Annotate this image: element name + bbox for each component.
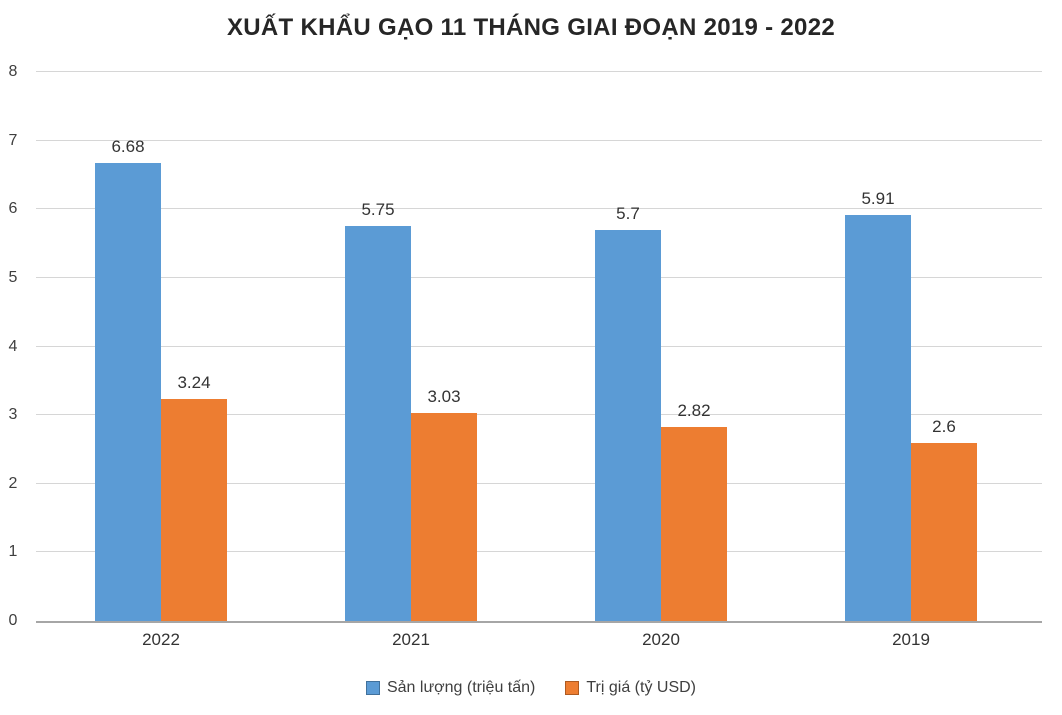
legend: Sản lượng (triệu tấn) Trị giá (tỷ USD) xyxy=(0,672,1062,704)
value-label: 2.82 xyxy=(677,401,711,421)
x-category-label-2021: 2021 xyxy=(392,630,430,649)
plot-area: 6.68 3.24 5.75 3.03 5.7 2.82 5.91 2.6 xyxy=(36,71,1042,623)
y-tick-label: 0 xyxy=(8,612,18,629)
gridline xyxy=(36,139,1042,141)
bar-production-2022 xyxy=(95,162,161,621)
y-axis: 0 1 2 3 4 5 6 7 8 xyxy=(0,63,30,629)
gridline xyxy=(36,345,1042,347)
y-tick-label: 6 xyxy=(8,200,18,218)
value-label: 2.6 xyxy=(932,416,956,436)
bar-value-2019 xyxy=(911,442,977,621)
value-label: 5.91 xyxy=(861,189,895,209)
y-tick-label: 4 xyxy=(8,337,18,355)
y-tick-label: 7 xyxy=(8,131,18,149)
gridline xyxy=(36,551,1042,553)
legend-swatch-icon xyxy=(365,681,380,695)
value-label: 3.03 xyxy=(427,387,461,407)
gridline xyxy=(36,71,1042,72)
gridline xyxy=(36,414,1042,416)
bar-value-2022 xyxy=(161,398,227,621)
legend-swatch-icon xyxy=(565,681,580,695)
gridline xyxy=(36,482,1042,484)
bar-production-2019 xyxy=(845,215,911,621)
bar-production-2021 xyxy=(345,226,411,621)
x-axis: 2022 2021 2020 2019 xyxy=(36,630,1042,656)
value-label: 5.75 xyxy=(361,200,395,220)
chart-title: XUẤT KHẨU GẠO 11 THÁNG GIAI ĐOẠN 2019 - … xyxy=(226,14,835,41)
bar-value-2021 xyxy=(411,413,477,621)
gridline xyxy=(36,276,1042,278)
value-label: 6.68 xyxy=(111,136,145,156)
x-category-label-2019: 2019 xyxy=(892,630,930,649)
bar-value-2020 xyxy=(661,427,727,621)
y-tick-label: 3 xyxy=(8,406,18,424)
value-label: 3.24 xyxy=(177,372,211,392)
y-tick-label: 5 xyxy=(8,268,18,286)
legend-item-value: Trị giá (tỷ USD) xyxy=(565,679,696,697)
legend-label: Trị giá (tỷ USD) xyxy=(586,679,697,696)
y-tick-label: 8 xyxy=(8,63,18,80)
value-label: 5.7 xyxy=(616,203,640,223)
bar-production-2020 xyxy=(595,229,661,621)
y-tick-label: 1 xyxy=(8,543,18,561)
gridline xyxy=(36,208,1042,210)
legend-item-production: Sản lượng (triệu tấn) xyxy=(365,679,536,697)
x-category-label-2020: 2020 xyxy=(642,630,680,649)
legend-label: Sản lượng (triệu tấn) xyxy=(386,679,536,696)
x-category-label-2022: 2022 xyxy=(142,630,180,649)
y-tick-label: 2 xyxy=(8,474,18,492)
